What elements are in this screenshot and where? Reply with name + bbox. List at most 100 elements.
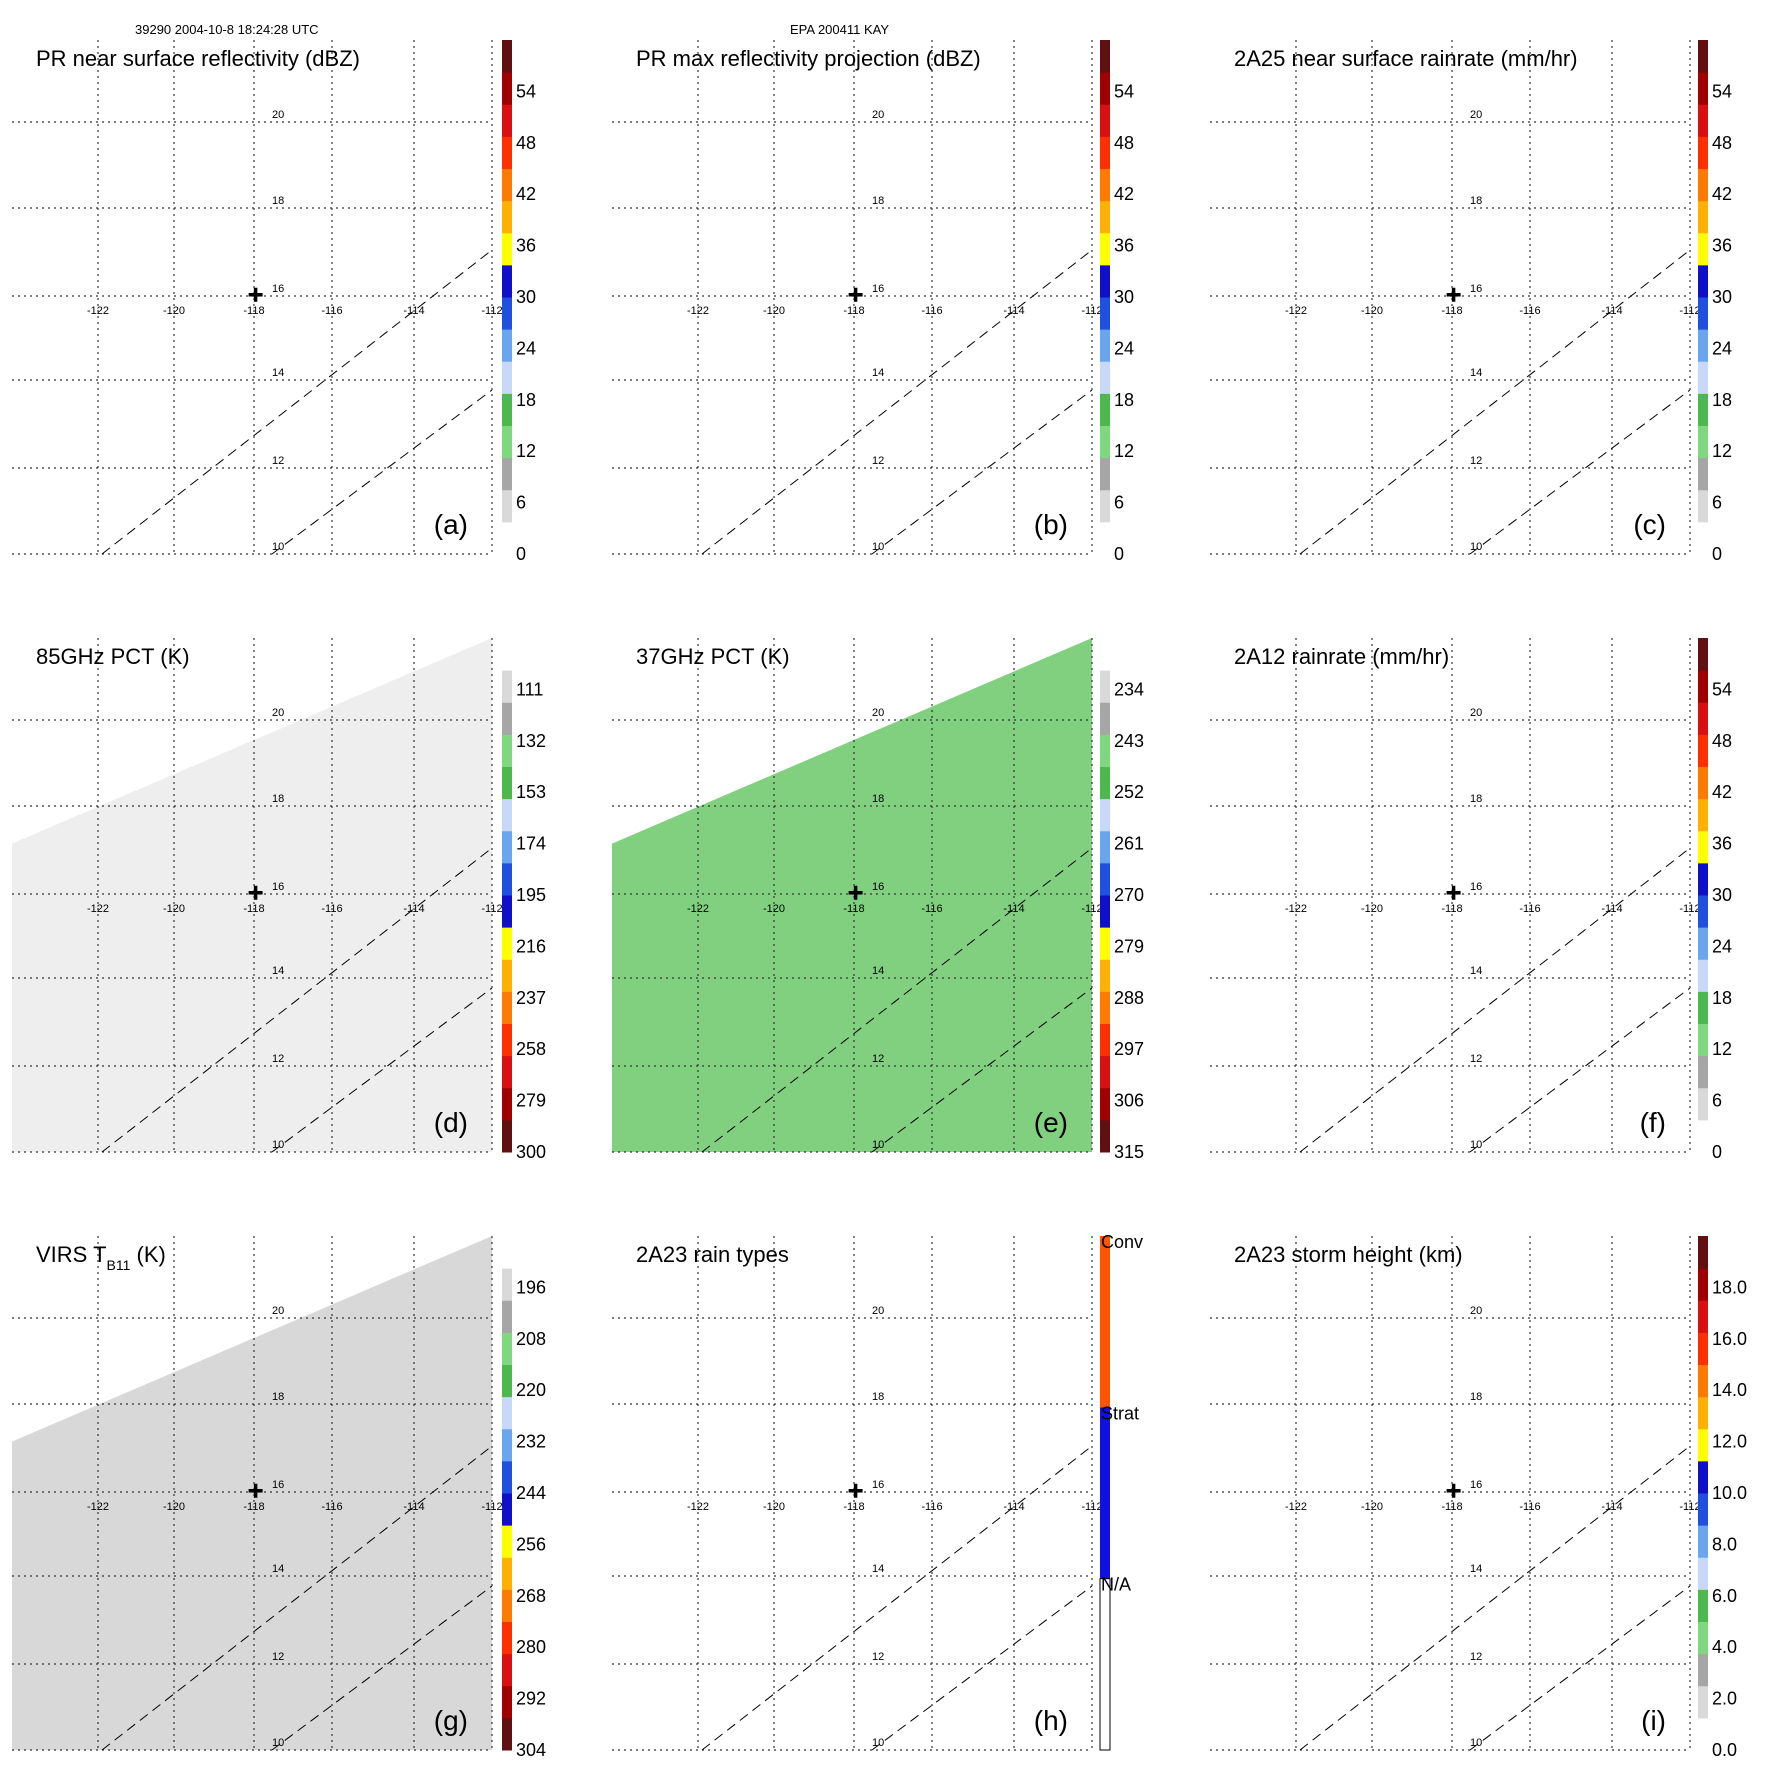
colorbar-tick-label: 244 — [516, 1483, 546, 1503]
panel-label: (d) — [434, 1107, 468, 1138]
colorbar-segment — [502, 1621, 512, 1655]
panel-a: -122 -120 -118 -116 -114 -112 20 18 16 14 12 10 PR n… — [12, 40, 503, 555]
colorbar-segment — [1698, 927, 1708, 960]
lon-tick-label: -122 — [687, 305, 709, 317]
swath-edge-line — [1469, 389, 1691, 555]
swath-edge-line — [1299, 847, 1691, 1153]
colorbar-tick-label: 18.0 — [1712, 1277, 1747, 1297]
panel-e: -122 -120 -118 -116 -114 -112 20 18 16 14 12 10 37GH… — [612, 638, 1103, 1153]
colorbar-segment — [1100, 264, 1110, 298]
colorbar-tick-label: 18 — [516, 390, 536, 410]
colorbar-segment — [1698, 393, 1708, 426]
colorbar-tick-label: 12 — [516, 441, 536, 461]
colorbar-tick-label: 0 — [1114, 544, 1124, 564]
lon-tick-label: -120 — [763, 1501, 785, 1513]
colorbar-tick-label: 42 — [1114, 184, 1134, 204]
colorbar-tick-label: 6 — [1114, 493, 1124, 513]
colorbar-segment — [1698, 1332, 1708, 1365]
lon-tick-label: -114 — [1003, 305, 1024, 317]
lat-tick-label: 12 — [1470, 1053, 1482, 1065]
colorbar-tick-label: 12.0 — [1712, 1432, 1747, 1452]
colorbar-segment — [1100, 991, 1110, 1024]
colorbar-segment — [1698, 766, 1708, 800]
lon-tick-label: -116 — [921, 903, 942, 915]
swath-area — [12, 1236, 492, 1750]
colorbar-segment — [502, 1717, 512, 1751]
lon-tick-label: -122 — [87, 305, 109, 317]
colorbar-segment — [1100, 329, 1110, 362]
colorbar-segment — [1698, 361, 1708, 394]
storm-center-marker — [248, 885, 263, 900]
colorbar-segment — [1100, 200, 1110, 234]
lat-tick-label: 10 — [272, 1139, 284, 1151]
lon-tick-label: -116 — [1519, 903, 1540, 915]
colorbar-tick-label: 30 — [1712, 287, 1732, 307]
colorbar-segment — [502, 1055, 512, 1089]
panel-label: (f) — [1640, 1107, 1666, 1138]
lat-tick-label: 16 — [272, 283, 284, 295]
panel-title: PR near surface reflectivity (dBZ) — [36, 46, 360, 71]
lat-tick-label: 14 — [872, 965, 884, 977]
lat-tick-label: 20 — [272, 707, 284, 719]
colorbar-segment — [502, 1428, 512, 1462]
lat-tick-label: 12 — [272, 455, 284, 467]
swath-edge-line — [1299, 249, 1691, 555]
colorbar-tick-label: 36 — [1712, 236, 1732, 256]
colorbar-tick-label: 54 — [1712, 81, 1732, 101]
colorbar-segment — [1698, 895, 1708, 928]
colorbar-tick-label: 6 — [516, 493, 526, 513]
swath-edge-line — [701, 1445, 1093, 1751]
lat-tick-label: 18 — [872, 195, 884, 207]
colorbar-segment — [502, 1236, 512, 1269]
colorbar-segment — [502, 1557, 512, 1590]
colorbar-segment — [1698, 1685, 1708, 1719]
colorbar-tick-label: Strat — [1101, 1403, 1139, 1423]
colorbar-tick-label: 18 — [1114, 390, 1134, 410]
colorbar-tick-label: 174 — [516, 834, 546, 854]
colorbar-segment — [1698, 232, 1708, 266]
colorbar-tick-label: 220 — [516, 1380, 546, 1400]
lat-tick-label: 18 — [272, 1391, 284, 1403]
colorbar-tick-label: 315 — [1114, 1142, 1144, 1162]
colorbar-segment — [1100, 830, 1110, 864]
colorbar-segment — [1698, 1268, 1708, 1301]
lon-tick-label: -112 — [1081, 305, 1102, 317]
lon-tick-label: -116 — [921, 1501, 942, 1513]
lat-tick-label: 16 — [272, 1479, 284, 1491]
lon-tick-label: -120 — [763, 305, 785, 317]
colorbar-tick-label: 42 — [1712, 184, 1732, 204]
lon-tick-label: -114 — [1601, 903, 1622, 915]
colorbar-segment — [1698, 991, 1708, 1024]
colorbar-tick-label: 54 — [1114, 81, 1134, 101]
colorbar-segment — [1100, 734, 1110, 767]
colorbar-segment — [1100, 104, 1110, 137]
colorbar-segment — [1100, 361, 1110, 394]
colorbar-tick-label: 48 — [516, 133, 536, 153]
colorbar-segment — [502, 168, 512, 202]
colorbar-segment — [1698, 40, 1708, 73]
lon-tick-label: -114 — [403, 305, 424, 317]
lat-tick-label: 12 — [272, 1651, 284, 1663]
lon-tick-label: -116 — [921, 305, 942, 317]
colorbar-segment — [1100, 766, 1110, 800]
colorbar-tick-label: 237 — [516, 988, 546, 1008]
colorbar-segment — [502, 1493, 512, 1526]
colorbar-tick-label: 42 — [516, 184, 536, 204]
lat-tick-label: 18 — [1470, 793, 1482, 805]
colorbar-tick-label: 268 — [516, 1586, 546, 1606]
swath-edge-line — [271, 389, 493, 555]
swath-edge-line — [1469, 1585, 1691, 1751]
lat-tick-label: 18 — [872, 793, 884, 805]
lat-tick-label: 16 — [1470, 881, 1482, 893]
colorbar-segment — [502, 1332, 512, 1365]
swath-area — [12, 638, 492, 1152]
lat-tick-label: 20 — [272, 109, 284, 121]
colorbar-segment — [1100, 702, 1110, 735]
colorbar-tick-label: 30 — [1712, 885, 1732, 905]
colorbar-segment — [502, 1653, 512, 1687]
swath-edge-line — [871, 987, 1093, 1153]
colorbar-tick-label: 232 — [516, 1432, 546, 1452]
colorbar-tick-label: 8.0 — [1712, 1534, 1737, 1554]
colorbar-segment — [1698, 1087, 1708, 1121]
